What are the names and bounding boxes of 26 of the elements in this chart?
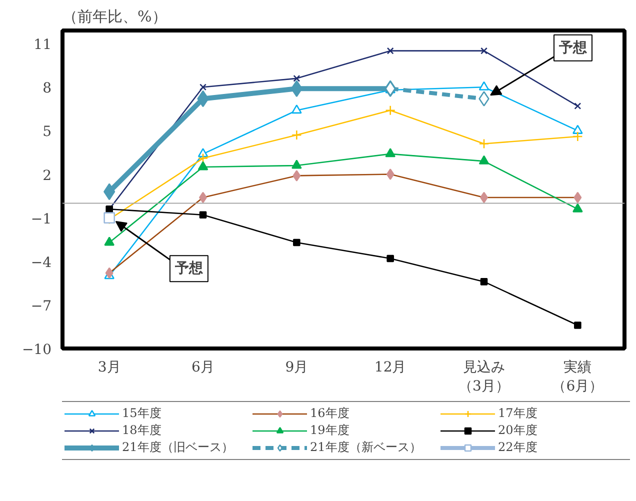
y-tick-label: 11 xyxy=(34,37,52,54)
legend-label: 21年度（旧ベース） xyxy=(122,439,234,456)
y-tick-label: −7 xyxy=(30,298,52,314)
y-tick-label: 2 xyxy=(42,168,52,184)
y-tick-label: −10 xyxy=(22,342,52,358)
x-tick-label: 実績（6月） xyxy=(552,360,604,395)
x-tick-label: 3月 xyxy=(98,360,121,376)
x-tick-label: 見込み（3月） xyxy=(458,360,510,395)
legend-label: 18年度 xyxy=(122,422,162,439)
y-tick-label: 5 xyxy=(42,124,52,140)
x-tick-label: 9月 xyxy=(285,360,308,376)
legend-label: 22年度 xyxy=(498,439,538,456)
y-axis-title: （前年比、%） xyxy=(62,8,167,26)
legend-label: 17年度 xyxy=(498,405,538,422)
y-tick-label: −4 xyxy=(30,254,52,271)
legend-label: 15年度 xyxy=(122,405,162,422)
x-tick-label: 12月 xyxy=(374,360,406,376)
legend-label: 16年度 xyxy=(310,405,350,422)
legend-label: 19年度 xyxy=(310,422,350,439)
x-tick-label: 6月 xyxy=(192,360,214,376)
annotation: 予想 xyxy=(558,40,588,56)
legend-label: 20年度 xyxy=(498,422,538,439)
legend-label: 21年度（新ベース） xyxy=(310,439,422,456)
y-tick-label: −1 xyxy=(30,211,52,228)
y-tick-label: 8 xyxy=(42,80,52,97)
annotation: 予想 xyxy=(174,260,204,277)
